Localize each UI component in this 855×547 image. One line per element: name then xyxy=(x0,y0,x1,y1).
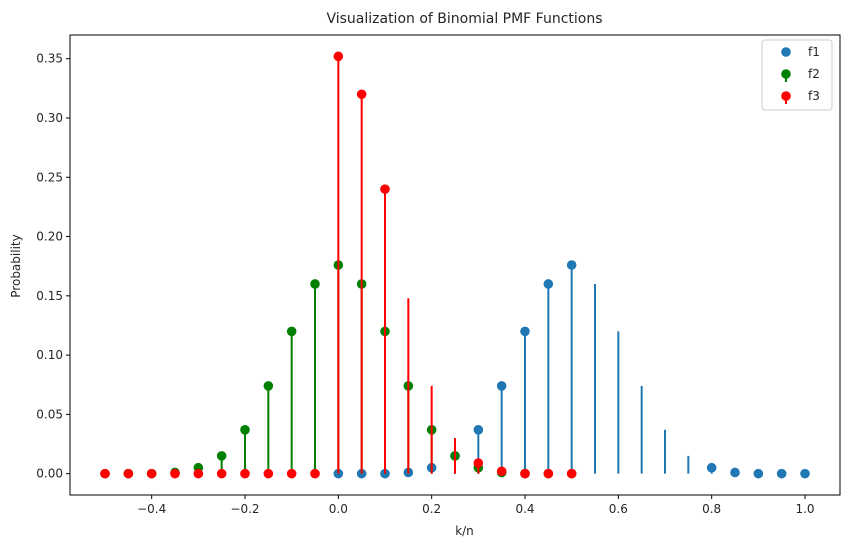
x-axis-label: k/n xyxy=(455,524,474,538)
marker-f3 xyxy=(193,468,204,479)
marker-f3 xyxy=(333,51,344,62)
y-tick-label: 0.35 xyxy=(36,52,63,66)
legend-item-f1: f1 xyxy=(781,45,820,59)
legend-item-f3: f3 xyxy=(781,89,820,104)
marker-f1 xyxy=(543,279,554,289)
y-tick-label: 0.30 xyxy=(36,111,63,125)
x-tick-label: 0.6 xyxy=(609,502,628,516)
marker-f3 xyxy=(380,184,390,194)
x-tick-label: 0.2 xyxy=(422,502,441,516)
marker-f3 xyxy=(310,468,320,479)
y-axis: 0.00 0.05 0.10 0.15 0.20 0.25 0.30 0.35 xyxy=(36,52,70,481)
marker-f1 xyxy=(496,381,507,391)
x-tick-label: 0.0 xyxy=(329,502,348,516)
marker-f3 xyxy=(240,468,250,479)
marker-f3 xyxy=(170,468,180,479)
marker-f2 xyxy=(286,326,297,337)
x-tick-label: 0.8 xyxy=(702,502,721,516)
marker-f1 xyxy=(730,467,740,478)
legend-marker xyxy=(781,91,791,101)
marker-f3 xyxy=(543,468,554,479)
marker-f3 xyxy=(520,468,530,479)
legend-label: f2 xyxy=(808,67,820,81)
x-tick-label: 1.0 xyxy=(795,502,814,516)
legend-item-f2: f2 xyxy=(781,67,820,82)
chart-title: Visualization of Binomial PMF Functions xyxy=(326,11,602,27)
marker-f2 xyxy=(240,424,250,435)
y-tick-label: 0.20 xyxy=(36,230,63,244)
marker-f1 xyxy=(776,468,787,479)
marker-f3 xyxy=(566,468,577,479)
y-tick-label: 0.05 xyxy=(36,407,63,421)
marker-f2 xyxy=(310,279,320,289)
y-tick-label: 0.00 xyxy=(36,467,63,481)
legend-box xyxy=(761,39,833,111)
marker-f3 xyxy=(216,468,227,479)
marker-f3 xyxy=(123,468,134,479)
plot-area xyxy=(100,51,810,479)
marker-f1 xyxy=(473,424,484,435)
marker-f1 xyxy=(520,326,530,337)
marker-f3 xyxy=(286,468,297,479)
legend: f1 f2 f3 xyxy=(761,39,833,111)
y-axis-label: Probability xyxy=(9,234,23,297)
legend-label: f1 xyxy=(808,45,820,59)
marker-f1 xyxy=(706,462,717,473)
x-tick-label: 0.4 xyxy=(515,502,534,516)
y-tick-label: 0.25 xyxy=(36,170,63,184)
marker-f3 xyxy=(263,468,274,479)
marker-f3 xyxy=(100,468,110,479)
legend-marker xyxy=(781,69,791,79)
x-axis: −0.4 −0.2 0.0 0.2 0.4 0.6 0.8 1.0 xyxy=(137,495,815,516)
series-f3 xyxy=(100,51,577,479)
marker-f3 xyxy=(146,468,157,479)
marker-f1 xyxy=(800,468,810,479)
marker-f2 xyxy=(263,381,274,391)
legend-label: f3 xyxy=(808,89,820,103)
axes-frame xyxy=(69,34,841,496)
y-tick-label: 0.15 xyxy=(36,289,63,303)
marker-f1 xyxy=(566,260,577,270)
marker-f1 xyxy=(753,468,764,479)
marker-f2 xyxy=(216,451,227,461)
marker-f3 xyxy=(496,466,507,477)
marker-f3 xyxy=(473,458,484,468)
y-tick-label: 0.10 xyxy=(36,348,63,362)
legend-marker xyxy=(781,47,791,57)
x-tick-label: −0.2 xyxy=(230,502,259,516)
marker-f3 xyxy=(356,89,367,100)
x-tick-label: −0.4 xyxy=(137,502,166,516)
